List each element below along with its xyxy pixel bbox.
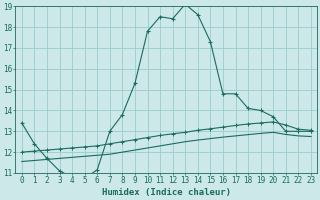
X-axis label: Humidex (Indice chaleur): Humidex (Indice chaleur) — [102, 188, 231, 197]
